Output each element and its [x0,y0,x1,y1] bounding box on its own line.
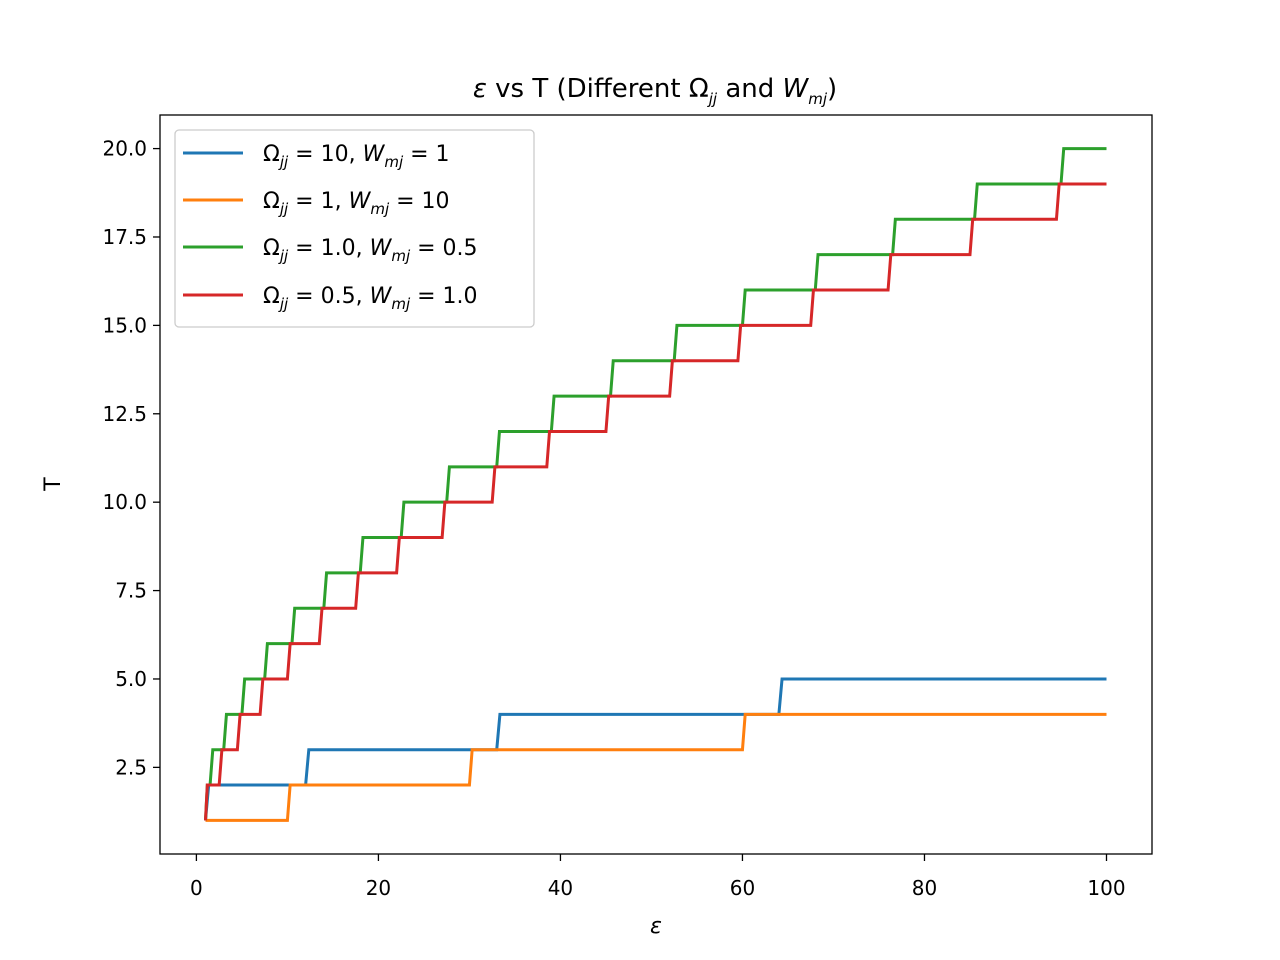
legend-frame [174,129,535,328]
plot-area [204,147,1107,822]
legend-label-4: Ωjj = 0.5, Wmj = 1.0 [263,284,478,313]
x-tick-label: 60 [730,876,755,900]
y-tick-label: 10.0 [102,490,147,514]
x-tick-label: 0 [190,876,203,900]
x-tick-label: 20 [366,876,391,900]
y-tick-label: 15.0 [102,313,147,337]
series-line-3 [204,147,1107,821]
y-tick-label: 17.5 [102,225,147,249]
x-axis-ticks: 0 20 40 60 80 100 [190,854,1126,900]
legend-label-3: Ωjj = 1.0, Wmj = 0.5 [263,236,478,265]
legend-label-2: Ωjj = 1, Wmj = 10 [263,189,450,218]
x-tick-label: 40 [548,876,573,900]
y-tick-label: 20.0 [102,137,147,161]
legend: Ωjj = 10, Wmj = 1 Ωjj = 1, Wmj = 10 Ωjj … [174,129,535,328]
y-tick-label: 2.5 [115,755,147,779]
x-tick-label: 80 [912,876,937,900]
x-axis-label: ε [650,914,662,939]
axes-frame [159,114,1153,855]
y-axis-ticks: 2.5 5.0 7.5 10.0 12.5 15.0 17.5 20.0 [102,137,160,779]
chart-title: ε vs T (Different Ωjj and Wmj) [473,74,837,108]
series-layer [204,147,1107,822]
y-axis-label: T [41,477,66,492]
y-tick-label: 7.5 [115,579,147,603]
y-tick-label: 12.5 [102,402,147,426]
series-line-4 [204,182,1107,821]
y-tick-label: 5.0 [115,667,147,691]
x-tick-label: 100 [1087,876,1125,900]
series-line-2 [205,712,1107,822]
legend-label-1: Ωjj = 10, Wmj = 1 [263,142,450,171]
